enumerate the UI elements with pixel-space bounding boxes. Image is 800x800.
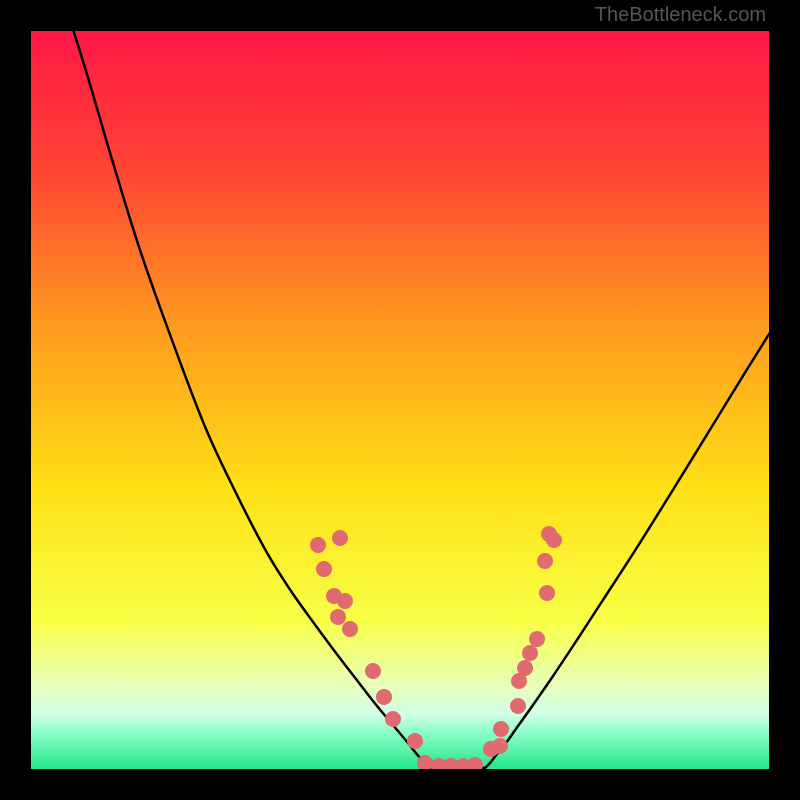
plot-area — [31, 31, 769, 769]
bottleneck-curve — [31, 31, 769, 769]
data-marker — [316, 561, 332, 577]
data-marker — [330, 609, 346, 625]
watermark-text: TheBottleneck.com — [595, 4, 766, 27]
data-marker — [537, 553, 553, 569]
data-marker — [310, 537, 326, 553]
data-marker — [510, 698, 526, 714]
chart-frame: TheBottleneck.com — [0, 0, 800, 800]
data-marker — [365, 663, 381, 679]
data-marker — [337, 593, 353, 609]
data-marker — [529, 631, 545, 647]
data-marker — [522, 645, 538, 661]
data-marker — [407, 733, 423, 749]
data-marker — [546, 532, 562, 548]
data-marker — [376, 689, 392, 705]
data-marker — [539, 585, 555, 601]
curve-segment — [64, 31, 427, 768]
curve-segment — [485, 331, 769, 768]
data-marker — [492, 738, 508, 754]
data-marker — [467, 757, 483, 769]
data-marker — [342, 621, 358, 637]
data-marker — [493, 721, 509, 737]
data-marker — [517, 660, 533, 676]
data-marker — [385, 711, 401, 727]
data-marker — [332, 530, 348, 546]
